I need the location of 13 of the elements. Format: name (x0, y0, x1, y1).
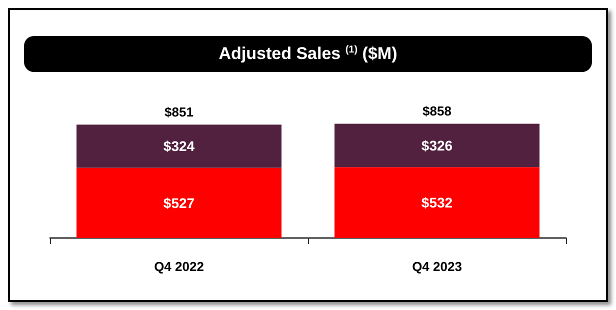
bar (334, 124, 540, 168)
total-label: $858 (422, 104, 452, 119)
x-tick-label: Q4 2022 (154, 259, 204, 274)
data-label: $532 (421, 194, 453, 211)
data-label: $527 (163, 194, 195, 211)
bar (76, 168, 282, 238)
x-tick-label: Q4 2023 (412, 259, 462, 274)
bar (334, 167, 540, 238)
data-label: $324 (163, 138, 195, 154)
chart-title: Adjusted Sales (1) ($M) (218, 44, 398, 63)
bar (76, 124, 282, 168)
data-label: $326 (421, 137, 453, 154)
total-label: $851 (164, 104, 194, 120)
